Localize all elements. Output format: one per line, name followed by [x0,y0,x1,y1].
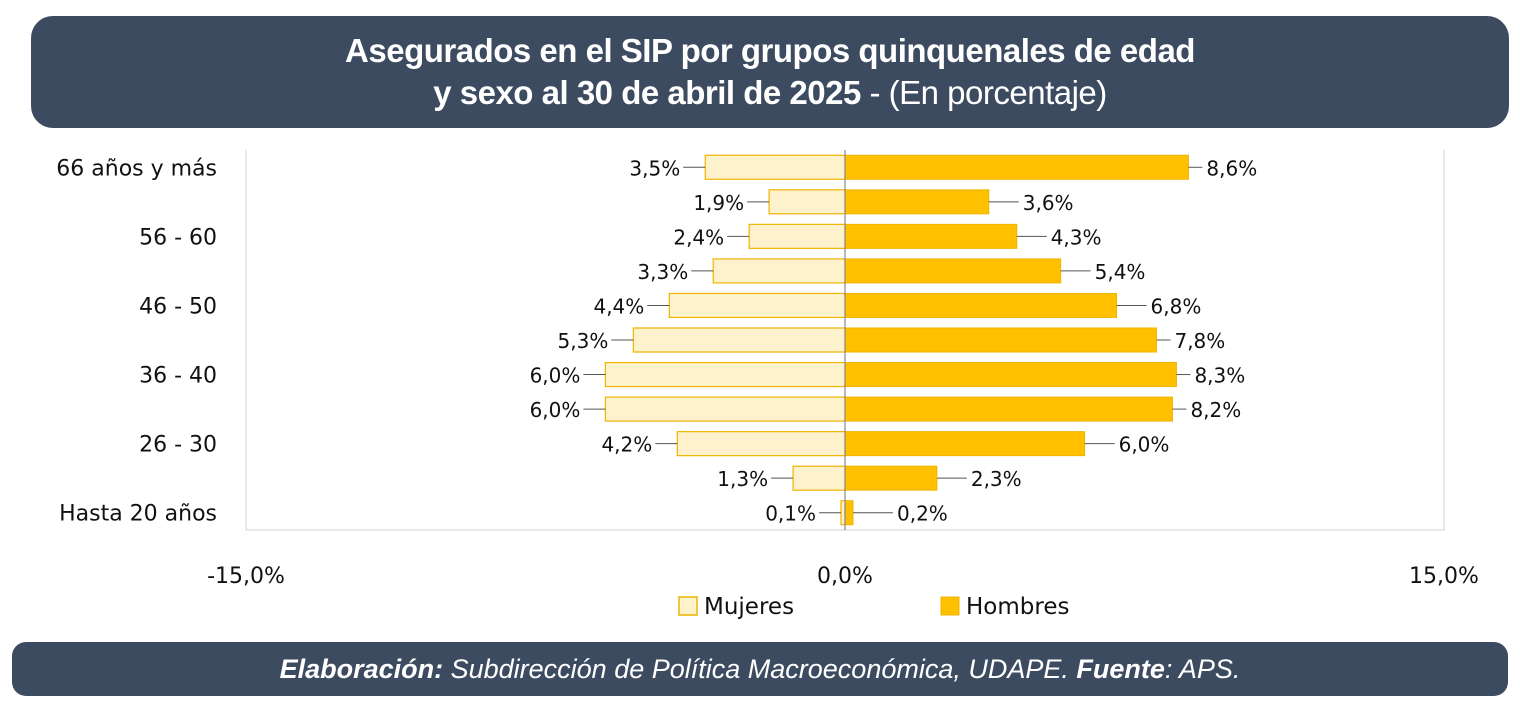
bar-hombres [844,500,854,526]
source-footer: Elaboración: Subdirección de Política Ma… [12,642,1508,696]
category-label: Hasta 20 años [59,502,217,527]
x-tick-label: 0,0% [817,564,873,589]
title-banner: Asegurados en el SIP por grupos quinquen… [31,16,1509,128]
footer-label-fuente: Fuente [1076,654,1165,684]
data-label-hombres: 8,2% [1190,398,1241,422]
data-label-mujeres: 1,3% [717,467,768,491]
data-label-mujeres: 4,2% [601,433,652,457]
bar-hombres [844,396,1173,422]
data-label-hombres: 6,8% [1151,294,1202,318]
data-label-hombres: 2,3% [971,467,1022,491]
data-label-mujeres: 5,3% [558,329,609,353]
footer-text-fuente: : APS. [1164,654,1241,684]
data-label-mujeres: 1,9% [693,191,744,215]
category-label: 46 - 50 [139,294,217,319]
legend-label-mujeres: Mujeres [704,594,794,620]
bar-mujeres [676,431,846,457]
data-label-mujeres: 2,4% [673,225,724,249]
bar-hombres [844,189,990,215]
footer-label-elaboracion: Elaboración: [279,654,444,684]
data-label-mujeres: 4,4% [593,294,644,318]
bar-mujeres [768,189,846,215]
data-label-hombres: 0,2% [897,502,948,526]
data-label-mujeres: 6,0% [530,364,581,388]
category-label: 36 - 40 [139,364,217,389]
bar-mujeres [792,465,846,491]
chart-title-line2: y sexo al 30 de abril de 2025 - (En porc… [31,72,1509,114]
bar-mujeres [604,396,846,422]
bar-hombres [844,223,1018,249]
bar-hombres [844,431,1086,457]
bar-mujeres [712,258,846,284]
data-label-hombres: 3,6% [1023,191,1074,215]
population-pyramid-chart: 66 años y más 3,5% 8,6% 1,9% 3,6% 56 - 60 2,4%… [56,150,1479,620]
data-label-mujeres: 0,1% [765,502,816,526]
bar-mujeres [604,361,846,388]
bar-mujeres [748,223,846,249]
legend-label-hombres: Hombres [966,594,1069,620]
data-label-mujeres: 3,3% [637,260,688,284]
legend-swatch-hombres [940,596,960,616]
bar-mujeres [632,327,846,353]
bar-mujeres [704,154,846,180]
footer-text-elaboracion: Subdirección de Política Macroeconómica,… [443,654,1077,684]
chart-title-line1: Asegurados en el SIP por grupos quinquen… [345,32,1195,69]
data-label-hombres: 8,6% [1206,156,1257,180]
bar-hombres [844,465,938,491]
legend-swatch-mujeres [678,596,698,616]
bar-hombres [844,327,1157,353]
category-label: 66 años y más [56,156,217,181]
data-label-hombres: 4,3% [1051,225,1102,249]
data-label-hombres: 8,3% [1194,364,1245,388]
bar-hombres [844,292,1118,318]
data-label-hombres: 5,4% [1095,260,1146,284]
bar-mujeres [668,292,846,319]
x-tick-label: 15,0% [1409,564,1479,589]
category-label: 56 - 60 [139,225,217,250]
data-label-hombres: 6,0% [1119,433,1170,457]
bar-hombres [844,362,1177,388]
category-label: 26 - 30 [139,433,217,458]
chart-title-line2-bold: y sexo al 30 de abril de 2025 [433,74,861,111]
bar-hombres [844,154,1189,180]
data-label-mujeres: 6,0% [530,398,581,422]
bar-hombres [844,258,1062,284]
chart-title-line2-rest: - (En porcentaje) [860,74,1107,111]
x-tick-label: -15,0% [207,564,285,589]
data-label-hombres: 7,8% [1174,329,1225,353]
data-label-mujeres: 3,5% [629,156,680,180]
